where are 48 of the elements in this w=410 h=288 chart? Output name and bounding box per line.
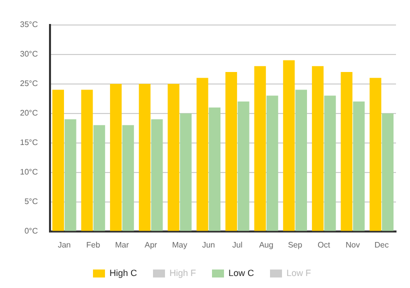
- y-tick-label: 25°C: [20, 79, 38, 88]
- x-tick-label: Sep: [288, 240, 303, 250]
- bar: [180, 113, 192, 231]
- bar: [151, 119, 163, 231]
- bar: [110, 84, 122, 231]
- x-tick-label: Jun: [202, 240, 215, 250]
- legend-label: Low F: [286, 268, 312, 278]
- bar: [340, 72, 352, 231]
- y-tick-label: 5°C: [24, 197, 38, 206]
- y-tick-label: 20°C: [20, 108, 38, 118]
- bar: [93, 125, 106, 231]
- bar: [122, 125, 134, 231]
- bar: [168, 84, 180, 231]
- bar: [312, 66, 324, 231]
- y-tick-label: 35°C: [20, 20, 38, 30]
- bar: [283, 60, 295, 231]
- legend-label: High F: [169, 268, 196, 278]
- bar: [382, 113, 394, 231]
- y-tick-label: 30°C: [20, 50, 38, 59]
- bar: [52, 90, 64, 231]
- x-tick-label: Aug: [259, 240, 274, 250]
- bar: [238, 102, 250, 231]
- bar: [208, 107, 220, 231]
- bar: [295, 90, 307, 231]
- bar: [64, 119, 76, 231]
- y-tick-label: 15°C: [20, 138, 38, 148]
- bar: [254, 66, 266, 231]
- x-tick-label: Apr: [144, 240, 158, 250]
- bar: [138, 84, 151, 231]
- x-tick-label: Oct: [318, 240, 331, 250]
- bar: [225, 72, 238, 231]
- x-tick-label: Jan: [58, 240, 71, 250]
- bar: [370, 78, 382, 231]
- y-tick-label: 0°C: [24, 226, 38, 236]
- bar: [324, 96, 336, 231]
- bar: [266, 96, 278, 231]
- y-tick-label: 10°C: [20, 168, 38, 177]
- bar: [81, 90, 93, 231]
- x-tick-label: May: [172, 240, 188, 250]
- bar: [353, 102, 365, 231]
- x-tick-label: Mar: [115, 240, 130, 250]
- legend-label: High C: [109, 268, 138, 278]
- x-tick-label: Dec: [374, 240, 389, 250]
- bar: [196, 78, 208, 231]
- legend-label: Low C: [228, 268, 255, 278]
- x-tick-label: Feb: [86, 240, 101, 250]
- x-tick-label: Nov: [346, 240, 360, 250]
- x-tick-label: Jul: [232, 240, 243, 250]
